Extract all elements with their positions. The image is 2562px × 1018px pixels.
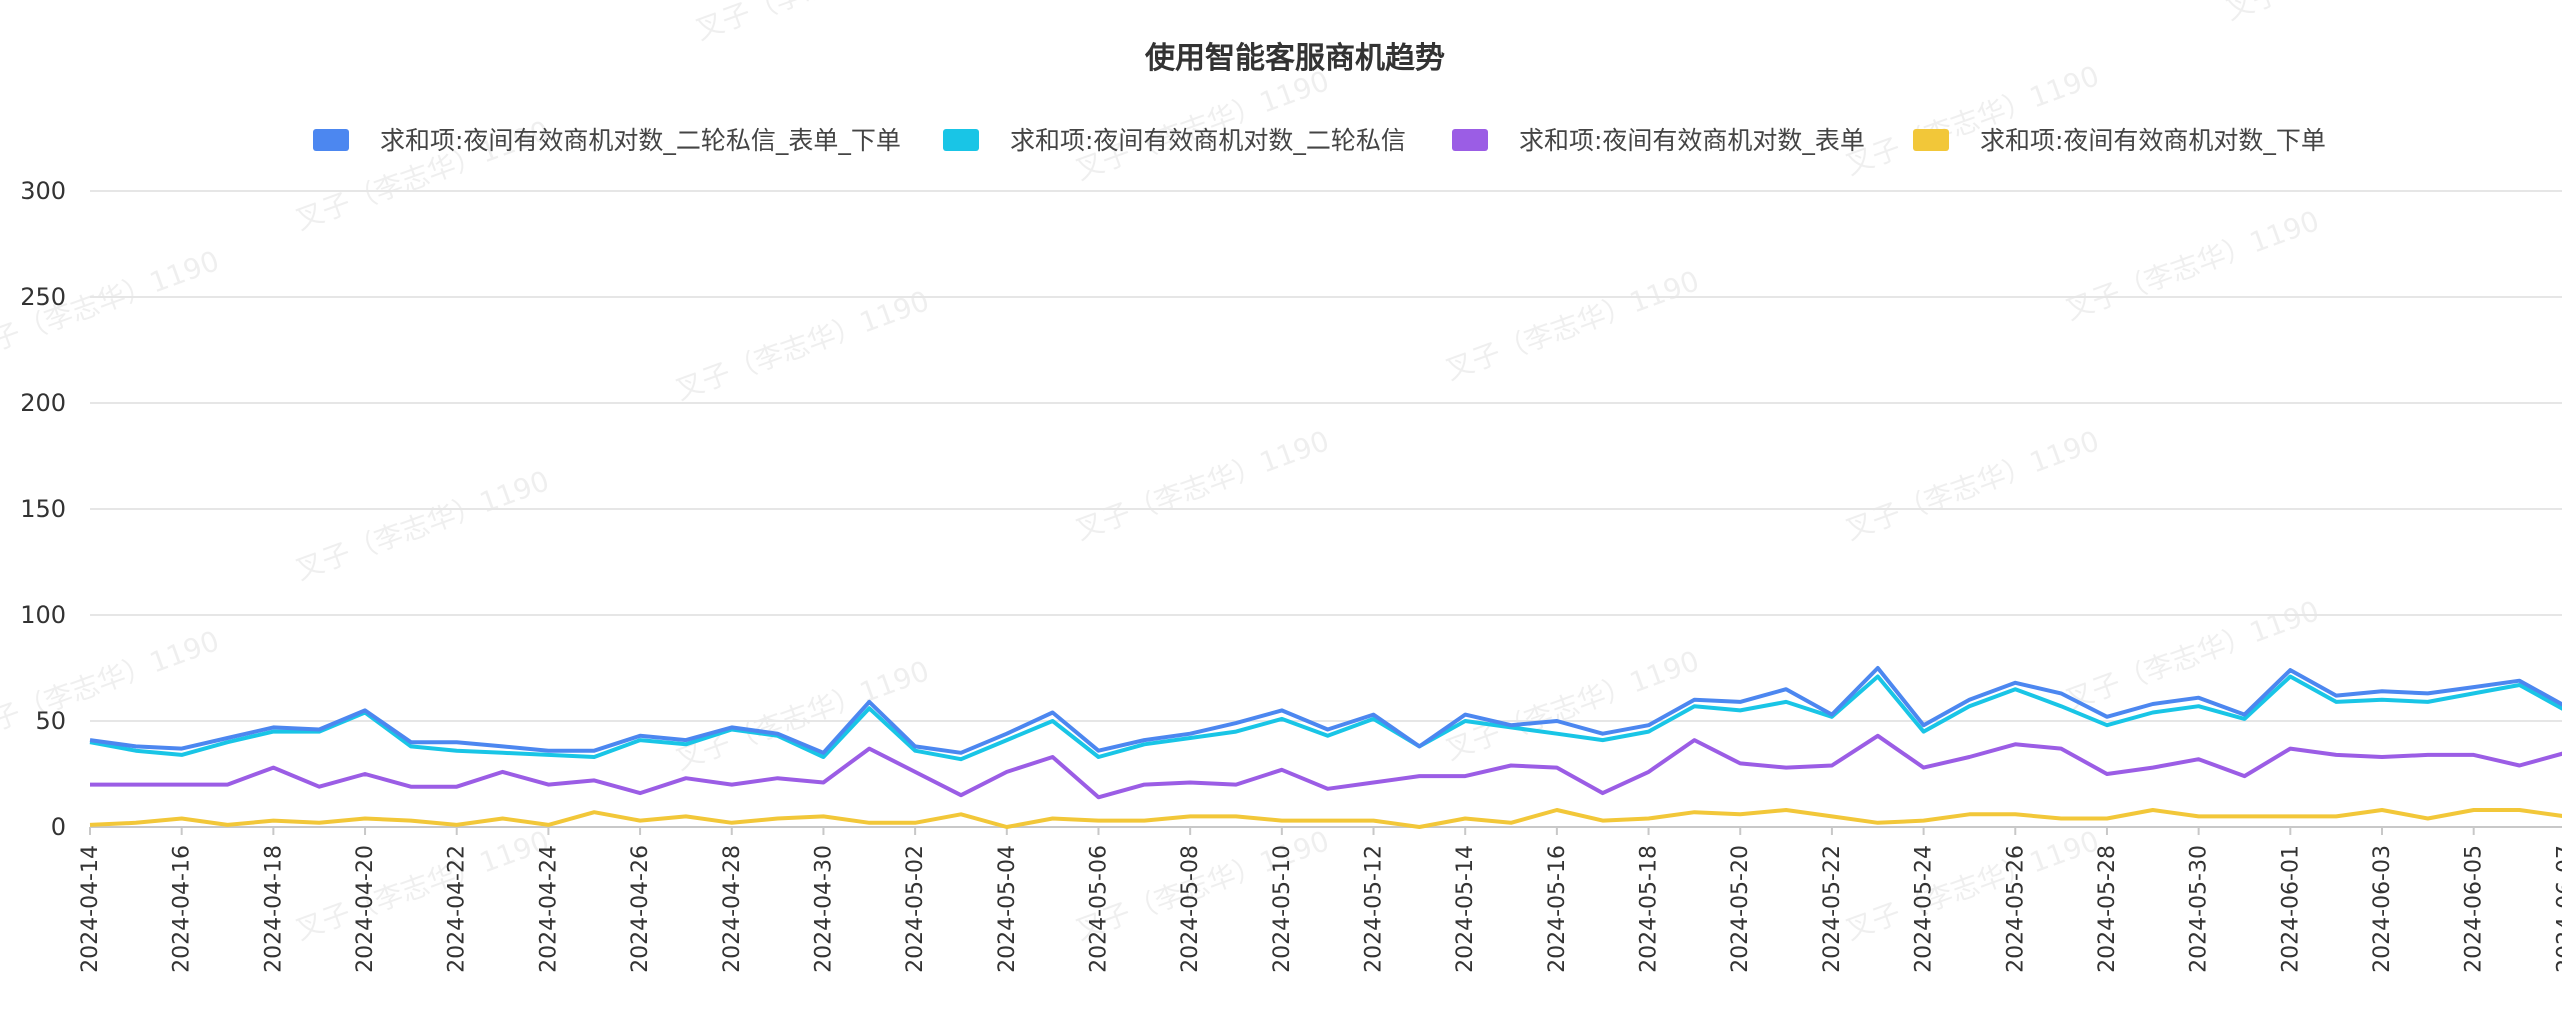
x-tick-label: 2024-05-02 [903, 845, 928, 973]
watermark-text: 叉子（李志华）1190 [2061, 204, 2323, 326]
y-tick-label: 300 [20, 177, 66, 205]
x-tick-label: 2024-04-20 [353, 845, 378, 973]
x-tick-label: 2024-05-08 [1178, 845, 1203, 973]
x-tick-label: 2024-04-18 [261, 845, 286, 973]
x-tick-label: 2024-05-06 [1086, 845, 1111, 973]
legend-swatch [1913, 129, 1949, 151]
y-tick-label: 200 [20, 389, 66, 417]
x-tick-label: 2024-04-28 [720, 845, 745, 973]
x-tick-label: 2024-06-07 [2553, 845, 2562, 973]
x-tick-label: 2024-05-24 [1912, 845, 1937, 973]
x-tick-label: 2024-05-12 [1362, 845, 1387, 973]
x-tick-label: 2024-05-14 [1453, 845, 1478, 973]
plot-area [89, 666, 2562, 829]
legend-swatch [943, 129, 979, 151]
legend-swatch [313, 129, 349, 151]
y-tick-label: 100 [20, 601, 66, 629]
x-tick-label: 2024-06-05 [2462, 845, 2487, 973]
x-tick-label: 2024-05-16 [1545, 845, 1570, 973]
watermark-text: 叉子（李志华）1190 [1441, 264, 1703, 386]
x-tick-label: 2024-05-18 [1637, 845, 1662, 973]
y-axis: 0 50 100 150 200 250 300 [20, 177, 66, 841]
x-axis: 2024-04-14 2024-04-16 2024-04-18 2024-04-20… [78, 827, 2562, 973]
x-tick-label: 2024-05-30 [2187, 845, 2212, 973]
series-line-3 [90, 733, 2562, 800]
watermark-text: 叉子（李志华）1190 [0, 624, 224, 746]
legend-label: 求和项:夜间有效商机对数_下单 [1980, 126, 2326, 155]
watermark-text: 叉子（李志华）1190 [291, 464, 553, 586]
watermark-text: 叉子（李志华）1190 [671, 654, 933, 776]
watermark-text: 叉子（李志华）1190 [1841, 59, 2103, 181]
x-tick-label: 2024-04-22 [445, 845, 470, 973]
watermark-text: 叉子（李志华）1190 [671, 284, 933, 406]
watermark-text: 叉子（李志华）1190 [1071, 424, 1333, 546]
watermark-text: 叉子（李志华）1190 [1841, 424, 2103, 546]
x-tick-label: 2024-05-26 [2003, 845, 2028, 973]
legend: 求和项:夜间有效商机对数_二轮私信_表单_下单 求和项:夜间有效商机对数_二轮私信… [313, 126, 2326, 155]
x-tick-label: 2024-04-24 [536, 845, 561, 973]
x-tick-label: 2024-06-03 [2370, 845, 2395, 973]
x-tick-label: 2024-05-20 [1728, 845, 1753, 973]
x-tick-label: 2024-05-10 [1270, 845, 1295, 973]
y-tick-label: 150 [20, 495, 66, 523]
y-tick-label: 50 [35, 707, 66, 735]
series-line-2 [89, 674, 2562, 762]
legend-label: 求和项:夜间有效商机对数_二轮私信 [1010, 126, 1406, 155]
watermark-text: 叉子（李志华）1190 [691, 0, 953, 47]
legend-label: 求和项:夜间有效商机对数_表单 [1519, 126, 1865, 155]
y-tick-label: 0 [51, 813, 66, 841]
x-tick-label: 2024-06-01 [2278, 845, 2303, 973]
chart-title: 使用智能客服商机趋势 [1144, 41, 1445, 76]
y-tick-label: 250 [20, 283, 66, 311]
series-line-4 [89, 808, 2562, 829]
watermark-text: 叉子（李志华）1190 [291, 824, 553, 946]
series-line-1 [89, 666, 2562, 755]
legend-swatch [1452, 129, 1488, 151]
x-tick-label: 2024-05-28 [2095, 845, 2120, 973]
x-tick-label: 2024-04-26 [628, 845, 653, 973]
gridlines [90, 190, 2562, 828]
watermark-text: 叉子（李志华）1190 [2221, 0, 2483, 27]
watermark-text: 叉子（李志华）1190 [1441, 644, 1703, 766]
x-tick-label: 2024-04-30 [811, 845, 836, 973]
x-tick-label: 2024-04-14 [78, 845, 103, 973]
x-tick-label: 2024-05-22 [1820, 845, 1845, 973]
watermark-text: 叉子（李志华）1190 [1841, 824, 2103, 946]
legend-label: 求和项:夜间有效商机对数_二轮私信_表单_下单 [380, 126, 901, 155]
x-tick-label: 2024-05-04 [995, 845, 1020, 973]
x-tick-label: 2024-04-16 [170, 845, 195, 973]
